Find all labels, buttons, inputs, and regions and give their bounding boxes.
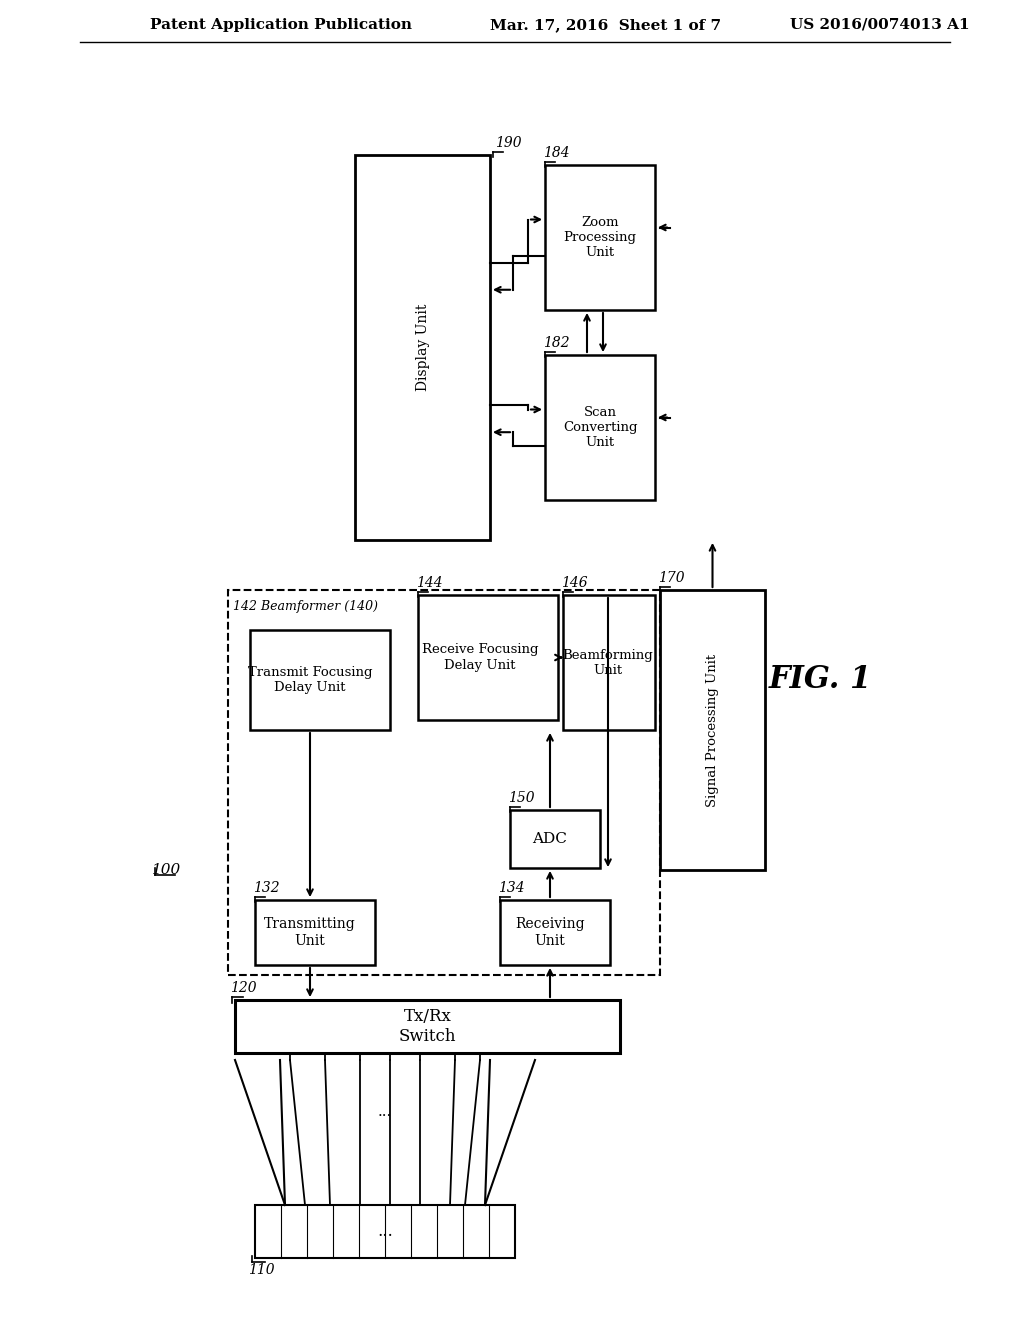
Bar (418, 595, 558, 719)
Bar (563, 595, 655, 730)
Text: 144: 144 (416, 576, 442, 590)
Text: Signal Processing Unit: Signal Processing Unit (706, 653, 719, 807)
Text: 184: 184 (543, 147, 569, 160)
Text: Receiving
Unit: Receiving Unit (515, 917, 585, 948)
Text: 150: 150 (508, 791, 535, 805)
Text: ...: ... (378, 1106, 392, 1119)
Text: 146: 146 (561, 576, 588, 590)
Text: 132: 132 (253, 880, 280, 895)
Bar (355, 154, 490, 540)
Bar (660, 590, 765, 870)
Text: Receive Focusing
Delay Unit: Receive Focusing Delay Unit (422, 644, 539, 672)
Bar (500, 900, 610, 965)
Text: ...: ... (377, 1224, 393, 1239)
Bar (234, 1001, 620, 1053)
Bar (250, 630, 390, 730)
Text: 134: 134 (498, 880, 524, 895)
Text: Transmit Focusing
Delay Unit: Transmit Focusing Delay Unit (248, 667, 373, 694)
Text: Display Unit: Display Unit (416, 304, 429, 391)
Text: 182: 182 (543, 337, 569, 350)
Text: 120: 120 (230, 981, 257, 995)
Bar (255, 900, 375, 965)
Bar (228, 590, 660, 975)
Text: Patent Application Publication: Patent Application Publication (150, 18, 412, 32)
Text: Transmitting
Unit: Transmitting Unit (264, 917, 356, 948)
Text: 100: 100 (152, 863, 181, 876)
Text: 110: 110 (248, 1263, 274, 1276)
Text: Zoom
Processing
Unit: Zoom Processing Unit (563, 216, 637, 259)
Text: Beamforming
Unit: Beamforming Unit (562, 648, 653, 676)
Text: FIG. 1: FIG. 1 (768, 664, 871, 696)
Text: Mar. 17, 2016  Sheet 1 of 7: Mar. 17, 2016 Sheet 1 of 7 (490, 18, 721, 32)
Text: 190: 190 (495, 136, 521, 150)
Text: Tx/Rx
Switch: Tx/Rx Switch (398, 1008, 457, 1045)
Bar (545, 355, 655, 500)
Text: 142 Beamformer (140): 142 Beamformer (140) (233, 601, 378, 612)
Text: ADC: ADC (532, 832, 567, 846)
Bar (510, 810, 600, 869)
Text: US 2016/0074013 A1: US 2016/0074013 A1 (790, 18, 970, 32)
Text: 170: 170 (658, 572, 685, 585)
Bar (545, 165, 655, 310)
Bar (255, 1205, 515, 1258)
Text: Scan
Converting
Unit: Scan Converting Unit (563, 407, 637, 449)
